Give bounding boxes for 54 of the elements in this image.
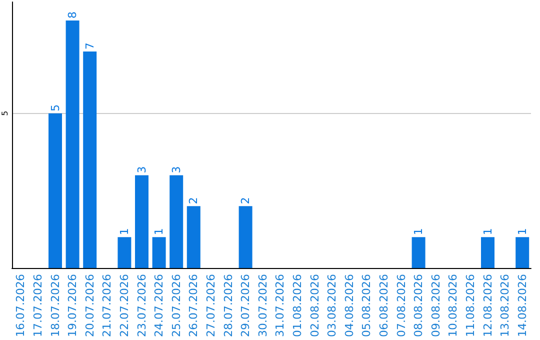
x-tick-label: 29.07.2026	[239, 274, 252, 338]
bar	[516, 237, 530, 268]
x-tick-label: 19.07.2026	[66, 274, 80, 338]
data-label: 7	[83, 42, 96, 50]
x-tick-label: 07.08.2026	[394, 274, 408, 338]
data-label: 3	[170, 166, 183, 174]
x-tick-label: 30.07.2026	[256, 274, 270, 338]
x-tick-label: 20.07.2026	[83, 274, 96, 338]
x-tick-label: 31.07.2026	[274, 274, 287, 338]
x-tick-label: 03.08.2026	[326, 274, 339, 338]
x-tick-label: 11.08.2026	[464, 274, 477, 338]
bar	[170, 175, 184, 268]
data-label: 2	[239, 197, 252, 204]
x-tick-label: 16.07.2026	[14, 274, 28, 338]
bar	[135, 175, 148, 268]
x-tick-label: 06.08.2026	[377, 274, 390, 338]
x-tick-label: 10.08.2026	[446, 274, 460, 338]
x-tick-label: 13.08.2026	[498, 274, 512, 338]
bar	[238, 206, 252, 268]
x-tick-label: 01.08.2026	[290, 274, 304, 338]
data-label: 2	[187, 197, 200, 204]
x-tick-label: 17.07.2026	[31, 274, 44, 338]
bar	[481, 237, 494, 268]
data-label: 8	[66, 12, 80, 19]
data-label: 1	[152, 228, 166, 236]
bar	[48, 113, 62, 268]
x-tick-label: 25.07.2026	[170, 274, 183, 338]
bar	[83, 51, 97, 268]
x-tick-label: 08.08.2026	[412, 274, 426, 338]
x-tick-label: 21.07.2026	[100, 274, 114, 338]
x-tick-label: 05.08.2026	[360, 274, 374, 338]
data-label: 1	[481, 228, 494, 236]
x-tick-label: 04.08.2026	[342, 274, 356, 338]
x-tick-label: 09.08.2026	[429, 274, 442, 338]
x-tick-label: 14.08.2026	[516, 274, 529, 338]
x-tick-label: 23.07.2026	[135, 274, 148, 338]
data-label: 3	[135, 166, 148, 174]
x-tick-label: 22.07.2026	[118, 274, 131, 338]
data-label: 5	[48, 104, 62, 112]
bar	[66, 20, 80, 268]
x-tick-label: 26.07.2026	[187, 274, 200, 338]
data-label: 1	[516, 228, 529, 236]
bar	[118, 237, 132, 268]
bar	[152, 237, 166, 268]
x-tick-label: 27.07.2026	[204, 274, 218, 338]
data-label: 1	[118, 228, 131, 236]
bar	[412, 237, 426, 268]
x-tick-label: 02.08.2026	[308, 274, 322, 338]
data-label: 1	[412, 228, 426, 236]
x-tick-label: 12.08.2026	[481, 274, 494, 338]
x-tick-label: 18.07.2026	[48, 274, 62, 338]
x-tick-label: 28.07.2026	[222, 274, 235, 338]
x-tick-label: 24.07.2026	[152, 274, 166, 338]
bar	[186, 206, 200, 268]
